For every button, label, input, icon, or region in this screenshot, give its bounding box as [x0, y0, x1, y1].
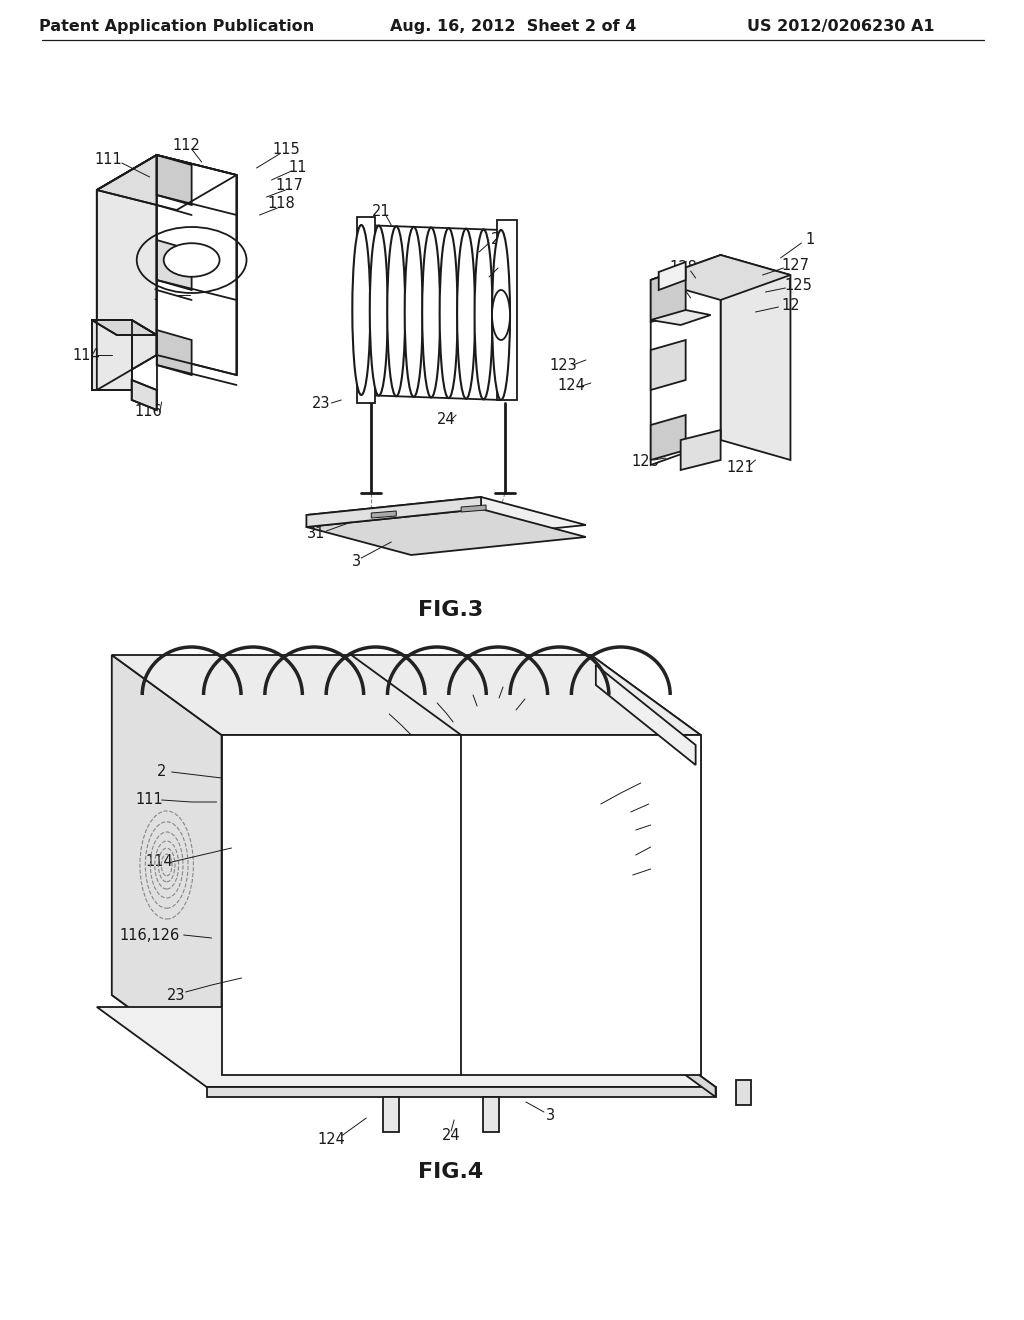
Text: 31: 31 [307, 527, 326, 541]
Text: 116,126: 116,126 [120, 928, 180, 942]
Polygon shape [650, 414, 686, 459]
Text: 3: 3 [352, 554, 360, 569]
Ellipse shape [493, 230, 510, 400]
Text: US 2012/0206230 A1: US 2012/0206230 A1 [746, 20, 934, 34]
Text: 117,127: 117,127 [626, 772, 686, 788]
Polygon shape [112, 655, 221, 1074]
Polygon shape [596, 665, 695, 766]
Polygon shape [157, 154, 237, 375]
Polygon shape [650, 310, 711, 325]
Polygon shape [221, 735, 700, 1074]
Text: 124: 124 [317, 1133, 345, 1147]
Polygon shape [97, 154, 237, 210]
Ellipse shape [422, 227, 440, 397]
Text: FIG.4: FIG.4 [419, 1162, 483, 1181]
Polygon shape [606, 1007, 716, 1097]
Polygon shape [112, 995, 700, 1074]
Ellipse shape [387, 226, 406, 396]
Text: 21: 21 [372, 205, 390, 219]
Text: 121: 121 [647, 837, 675, 853]
Text: 112: 112 [173, 137, 201, 153]
Text: 24: 24 [441, 1127, 461, 1143]
Text: 118: 118 [370, 702, 397, 718]
Polygon shape [97, 154, 157, 389]
Polygon shape [306, 510, 586, 554]
Polygon shape [157, 154, 191, 205]
Text: 115: 115 [272, 143, 300, 157]
Polygon shape [497, 220, 517, 400]
Text: 115: 115 [418, 693, 445, 708]
Text: 121: 121 [727, 461, 755, 475]
Text: 3: 3 [547, 1107, 555, 1122]
Ellipse shape [457, 228, 475, 399]
Polygon shape [681, 430, 721, 470]
Text: 122: 122 [664, 281, 691, 296]
Text: 114: 114 [145, 854, 173, 870]
Polygon shape [97, 1007, 716, 1086]
Text: 125: 125 [645, 795, 673, 809]
Polygon shape [650, 341, 686, 389]
Polygon shape [372, 511, 396, 517]
Ellipse shape [474, 230, 493, 400]
Text: 22: 22 [495, 257, 513, 272]
Polygon shape [112, 655, 700, 735]
Polygon shape [306, 498, 586, 543]
Text: FIG.3: FIG.3 [419, 601, 483, 620]
Text: 11: 11 [460, 685, 478, 700]
Polygon shape [92, 319, 157, 335]
Text: 123: 123 [549, 358, 577, 372]
Text: 23: 23 [312, 396, 331, 411]
Text: 111: 111 [95, 153, 123, 168]
Ellipse shape [439, 228, 458, 399]
Polygon shape [207, 1086, 716, 1097]
Polygon shape [650, 255, 791, 300]
Text: 111: 111 [136, 792, 164, 808]
Ellipse shape [404, 227, 423, 397]
Polygon shape [650, 268, 686, 322]
Text: 125: 125 [784, 277, 812, 293]
Ellipse shape [352, 224, 371, 395]
Text: 122: 122 [647, 859, 675, 874]
Text: 12: 12 [519, 688, 538, 702]
Ellipse shape [370, 226, 388, 396]
Text: 12: 12 [781, 297, 800, 313]
Polygon shape [591, 655, 700, 1074]
Polygon shape [132, 380, 157, 411]
Polygon shape [306, 498, 481, 527]
Text: 113: 113 [153, 288, 180, 302]
Text: 128: 128 [647, 816, 675, 830]
Text: 2: 2 [492, 232, 501, 248]
Polygon shape [157, 330, 191, 375]
Text: 24: 24 [437, 412, 456, 428]
Polygon shape [157, 240, 191, 290]
Text: 117: 117 [275, 178, 303, 194]
Polygon shape [721, 255, 791, 459]
Text: Aug. 16, 2012  Sheet 2 of 4: Aug. 16, 2012 Sheet 2 of 4 [390, 20, 636, 34]
Polygon shape [735, 1080, 751, 1105]
Text: 1: 1 [500, 676, 509, 690]
Text: Patent Application Publication: Patent Application Publication [39, 20, 314, 34]
Text: 1: 1 [806, 232, 815, 248]
Polygon shape [383, 1097, 399, 1133]
Text: 124: 124 [557, 379, 585, 393]
Polygon shape [92, 319, 132, 389]
Text: 128: 128 [670, 260, 697, 276]
Ellipse shape [493, 290, 510, 341]
Text: 114: 114 [72, 347, 99, 363]
Text: 118: 118 [267, 197, 295, 211]
Text: 127: 127 [781, 257, 809, 272]
Ellipse shape [164, 243, 219, 277]
Text: 11: 11 [288, 161, 306, 176]
Polygon shape [483, 1097, 499, 1133]
Text: 2: 2 [157, 764, 166, 780]
Polygon shape [650, 255, 721, 465]
Polygon shape [461, 506, 486, 512]
Text: 126: 126 [632, 454, 659, 470]
Polygon shape [357, 216, 375, 403]
Polygon shape [658, 261, 686, 290]
Text: 23: 23 [167, 987, 185, 1002]
Text: 116: 116 [135, 404, 163, 420]
